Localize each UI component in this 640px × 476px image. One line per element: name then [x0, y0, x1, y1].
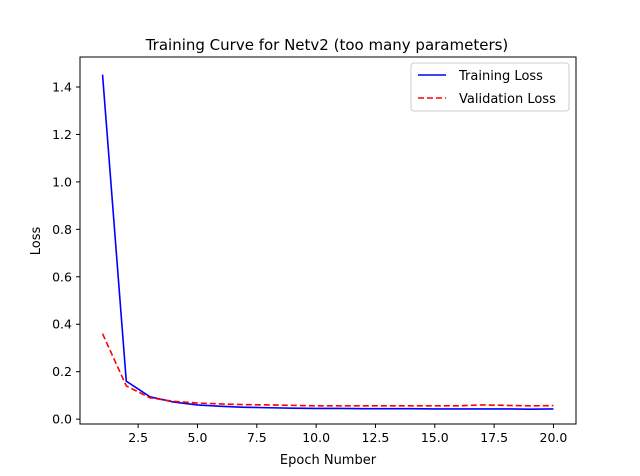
y-tick-label: 0.4	[52, 317, 72, 332]
legend: Training Loss Validation Loss	[410, 62, 570, 112]
y-tick-label: 0.0	[52, 412, 72, 427]
legend-label-training-loss: Training Loss	[458, 69, 543, 84]
legend-box	[410, 62, 570, 112]
y-axis-ticks: 0.0 0.2 0.4 0.6 0.8 1.0 1.2 1.4	[52, 80, 80, 427]
x-axis-label: Epoch Number	[280, 453, 377, 468]
x-tick-label: 15.0	[421, 430, 449, 445]
y-axis-label: Loss	[29, 227, 44, 256]
x-axis-ticks: 2.5 5.0 7.5 10.0 12.5 15.0 17.5 20.0	[128, 424, 567, 445]
y-tick-label: 1.4	[52, 80, 72, 95]
chart-title: Training Curve for Netv2 (too many param…	[145, 36, 509, 54]
plot-lines	[101, 74, 554, 410]
y-tick-label: 1.0	[52, 174, 72, 189]
series-line-training-loss	[101, 74, 554, 410]
y-tick-label: 1.2	[52, 127, 72, 142]
x-tick-label: 20.0	[540, 430, 568, 445]
y-tick-label: 0.6	[52, 269, 72, 284]
x-tick-label: 2.5	[128, 430, 148, 445]
y-tick-label: 0.8	[52, 222, 72, 237]
y-tick-label: 0.2	[52, 364, 72, 379]
x-tick-label: 17.5	[480, 430, 508, 445]
x-tick-label: 7.5	[247, 430, 267, 445]
series-line-validation-loss	[101, 333, 554, 407]
legend-label-validation-loss: Validation Loss	[459, 92, 556, 107]
plot-frame	[79, 56, 577, 425]
x-tick-label: 12.5	[362, 430, 390, 445]
x-tick-label: 10.0	[302, 430, 330, 445]
x-tick-label: 5.0	[188, 430, 208, 445]
